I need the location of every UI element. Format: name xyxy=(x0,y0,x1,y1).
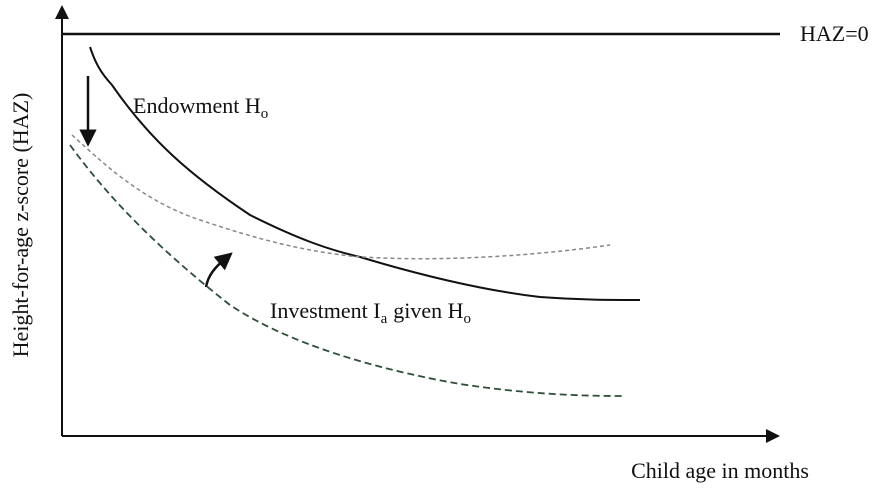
label-text: given H xyxy=(393,298,463,323)
label-subscript: a xyxy=(381,311,388,327)
y-axis-label: Height-for-age z-score (HAZ) xyxy=(8,93,33,358)
reference-label: HAZ=0 xyxy=(800,21,869,46)
response-arrow xyxy=(204,252,233,288)
endowment-curve xyxy=(89,46,641,301)
label-subscript: o xyxy=(261,106,269,122)
label-text: Endowment H xyxy=(133,93,261,118)
endowment-label: Endowment Ho xyxy=(133,93,268,122)
x-axis-label: Child age in months xyxy=(631,458,809,483)
shifted-endowment-curve xyxy=(71,134,611,260)
investment-label: Investment Ia given Ho xyxy=(270,298,471,327)
investment-curve xyxy=(69,144,623,397)
label-subscript: o xyxy=(464,311,472,327)
label-text: Investment I xyxy=(270,298,381,323)
